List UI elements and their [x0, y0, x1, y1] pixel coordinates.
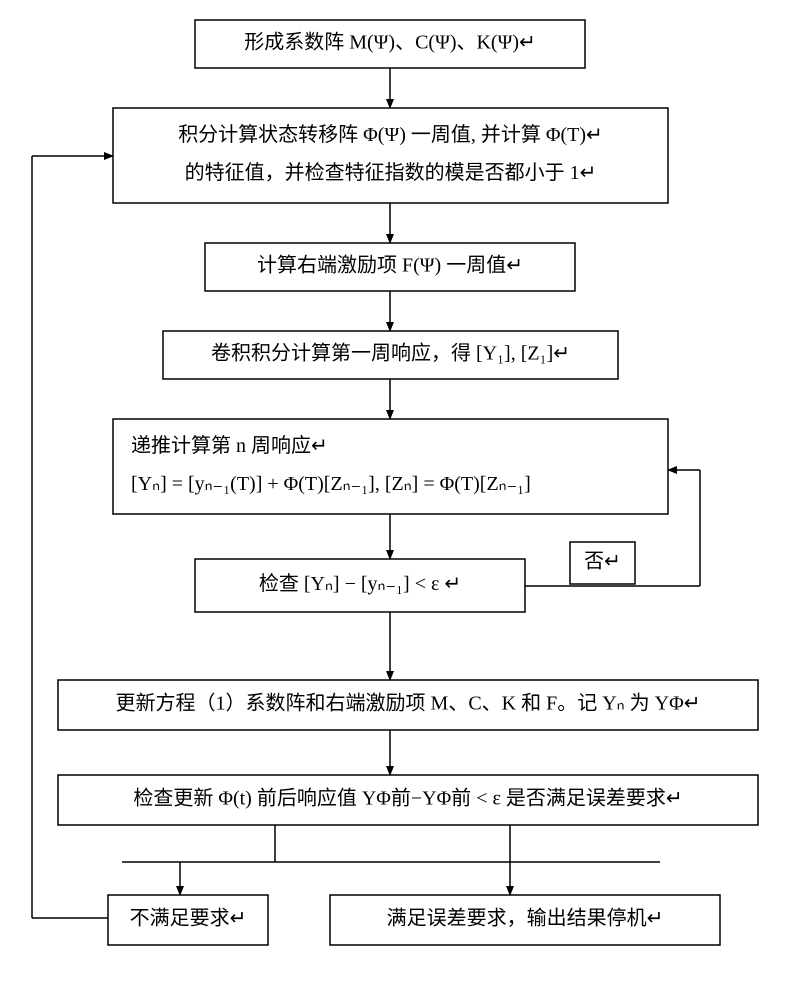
node-n2: 积分计算状态转移阵 Φ(Ψ) 一周值, 并计算 Φ(T)↵ 的特征值，并检查特征指…: [113, 108, 668, 203]
node-n2-line-0: 积分计算状态转移阵 Φ(Ψ) 一周值, 并计算 Φ(T)↵: [178, 123, 603, 146]
node-n3: 计算右端激励项 F(Ψ) 一周值↵: [205, 243, 575, 291]
node-n8-line-0: 检查更新 Φ(t) 前后响应值 YΦ前−YΦ前 < ε 是否满足误差要求↵: [133, 787, 682, 810]
node-n9-line-0: 不满足要求↵: [130, 907, 247, 930]
node-no: 否↵: [570, 542, 635, 584]
node-no-line-0: 否↵: [584, 551, 621, 573]
node-n4-line-0: 卷积积分计算第一周响应，得 [Y₁], [Z₁]↵: [211, 342, 570, 365]
node-n4: 卷积积分计算第一周响应，得 [Y₁], [Z₁]↵: [163, 331, 618, 379]
node-n8: 检查更新 Φ(t) 前后响应值 YΦ前−YΦ前 < ε 是否满足误差要求↵: [58, 775, 758, 825]
node-n5-line-1: [Yₙ] = [yₙ₋₁(T)] + Φ(T)[Zₙ₋₁], [Zₙ] = Φ(…: [131, 473, 531, 495]
node-n9: 不满足要求↵: [108, 895, 268, 945]
node-n7-line-0: 更新方程（1）系数阵和右端激励项 M、C、K 和 F。记 Yₙ 为 YΦ↵: [116, 692, 701, 715]
node-n7: 更新方程（1）系数阵和右端激励项 M、C、K 和 F。记 Yₙ 为 YΦ↵: [58, 680, 758, 730]
node-n10: 满足误差要求，输出结果停机↵: [330, 895, 720, 945]
node-n6: 检查 [Yₙ] − [yₙ₋₁] < ε ↵: [195, 559, 525, 612]
flowchart: 形成系数阵 M(Ψ)、C(Ψ)、K(Ψ)↵ 积分计算状态转移阵 Φ(Ψ) 一周值,…: [0, 0, 806, 1000]
node-n3-line-0: 计算右端激励项 F(Ψ) 一周值↵: [257, 254, 523, 277]
node-n2-line-1: 的特征值，并检查特征指数的模是否都小于 1↵: [185, 161, 597, 184]
node-n5-line-0: 递推计算第 n 周响应↵: [131, 434, 328, 457]
node-n5: 递推计算第 n 周响应↵ [Yₙ] = [yₙ₋₁(T)] + Φ(T)[Zₙ₋₁…: [113, 419, 668, 514]
node-n10-line-0: 满足误差要求，输出结果停机↵: [387, 907, 664, 930]
node-n1-line-0: 形成系数阵 M(Ψ)、C(Ψ)、K(Ψ)↵: [244, 31, 536, 54]
node-n6-line-0: 检查 [Yₙ] − [yₙ₋₁] < ε ↵: [259, 572, 461, 595]
node-n1: 形成系数阵 M(Ψ)、C(Ψ)、K(Ψ)↵: [195, 20, 585, 68]
